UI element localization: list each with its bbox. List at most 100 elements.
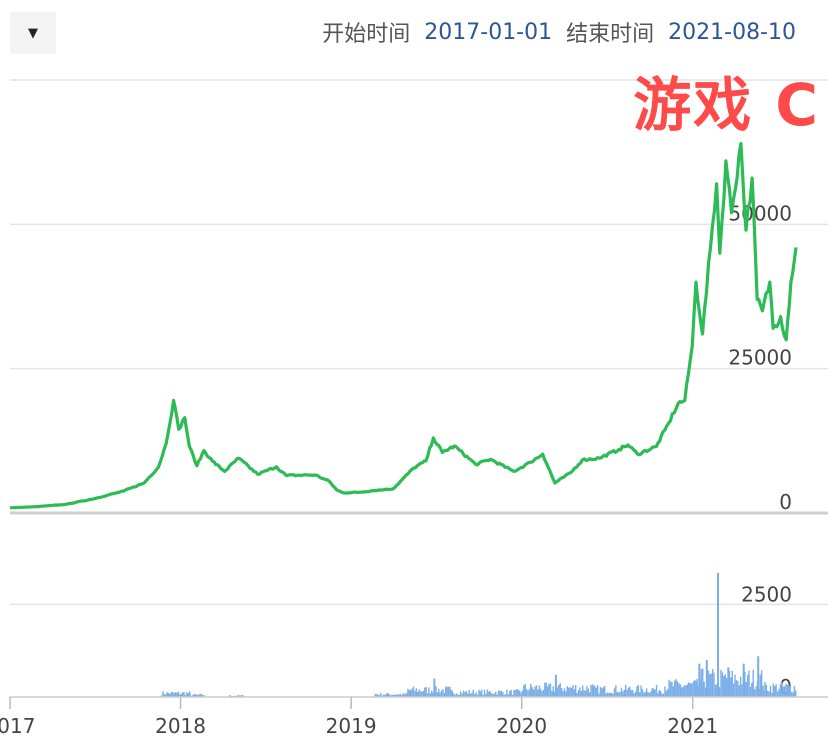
volume-bar (580, 690, 582, 697)
volume-bar (398, 694, 400, 697)
volume-bar (405, 692, 407, 697)
volume-bar (196, 694, 198, 697)
volume-bar (377, 694, 379, 697)
volume-bar (667, 688, 669, 697)
end-time-value[interactable]: 2021-08-10 (668, 19, 796, 45)
volume-bar (609, 692, 611, 697)
volume-bar (648, 693, 651, 697)
volume-bar (509, 690, 511, 697)
volume-bar (579, 687, 581, 697)
volume-bar (548, 683, 550, 697)
volume-bar (577, 689, 580, 697)
volume-bar (433, 678, 436, 697)
volume-bar (558, 684, 560, 697)
volume-bar (382, 694, 385, 697)
volume-bar (631, 690, 634, 697)
volume-bar (569, 687, 571, 697)
volume-bar (672, 686, 675, 697)
volume-bar (202, 695, 204, 697)
volume-y-tick: 2500 (741, 582, 792, 606)
volume-bar (502, 692, 504, 697)
volume-bar (707, 670, 710, 697)
volume-bar (454, 694, 456, 697)
x-tick-label: 2021 (667, 714, 718, 738)
volume-bar (173, 692, 175, 697)
volume-bar (674, 680, 676, 697)
volume-bar (745, 682, 747, 697)
volume-bar (160, 695, 163, 697)
volume-bar (650, 691, 652, 697)
volume-bar (488, 691, 490, 697)
volume-bar (636, 686, 638, 697)
volume-bar (640, 685, 642, 697)
volume-bar (637, 684, 639, 697)
volume-bar (776, 691, 779, 697)
volume-bar (428, 687, 430, 697)
volume-bar (793, 685, 796, 697)
volume-bar (574, 685, 577, 697)
end-time-label: 结束时间 (566, 22, 655, 47)
volume-bar (771, 692, 773, 697)
volume-bar (451, 690, 453, 697)
volume-bar (647, 692, 649, 697)
volume-bar (186, 692, 188, 697)
volume-bar (527, 690, 529, 697)
volume-bar (499, 690, 501, 697)
start-time-value[interactable]: 2017-01-01 (424, 19, 553, 45)
volume-bar (583, 690, 585, 697)
volume-bar (421, 691, 423, 697)
volume-bar (410, 689, 412, 697)
volume-bar (595, 687, 597, 697)
volume-bar (587, 688, 589, 697)
volume-bar (396, 694, 399, 697)
volume-bar (700, 668, 703, 697)
volume-bar (612, 693, 614, 697)
volume-bar (516, 689, 518, 697)
volume-bar (541, 691, 543, 697)
volume-bar (775, 684, 777, 697)
volume-bar (774, 686, 776, 697)
volume-bar (653, 688, 655, 697)
volume-bar (476, 694, 479, 697)
volume-bar (721, 672, 724, 697)
volume-bar (749, 686, 752, 697)
volume-bar (436, 692, 439, 697)
volume-bar (735, 680, 738, 697)
volume-bar (610, 692, 613, 697)
volume-bar (738, 685, 740, 697)
volume-bar (485, 693, 487, 697)
volume-bar (510, 689, 512, 697)
volume-bar (724, 674, 726, 697)
volume-bar (455, 693, 458, 697)
volume-bar (681, 687, 683, 697)
range-dropdown[interactable]: ▼ (10, 12, 56, 54)
volume-bar (447, 686, 450, 697)
price-y-tick: 50000 (728, 201, 792, 225)
volume-bar (567, 687, 570, 697)
price-y-tick: 0 (779, 490, 792, 514)
volume-bar (627, 687, 630, 697)
volume-bar (624, 684, 627, 697)
volume-bar (407, 688, 409, 697)
volume-bar (629, 686, 631, 697)
volume-bar (492, 693, 494, 697)
volume-bar (506, 689, 508, 697)
volume-bar (442, 689, 444, 697)
volume-bar (445, 686, 447, 697)
volume-bar (566, 686, 568, 697)
volume-bar (531, 687, 533, 697)
volume-bar (429, 693, 432, 697)
volume-bar (737, 680, 739, 697)
volume-bar (634, 691, 637, 697)
volume-bar (503, 694, 505, 697)
volume-bar (693, 680, 696, 697)
volume-bar (633, 693, 635, 697)
volume-bar (599, 686, 602, 697)
volume-bar (432, 692, 434, 697)
volume-bar (576, 692, 578, 697)
volume-bar (704, 687, 707, 697)
volume-bar (496, 694, 498, 697)
volume-bar (483, 689, 486, 697)
volume-bar (179, 694, 181, 697)
volume-bar (482, 694, 484, 697)
